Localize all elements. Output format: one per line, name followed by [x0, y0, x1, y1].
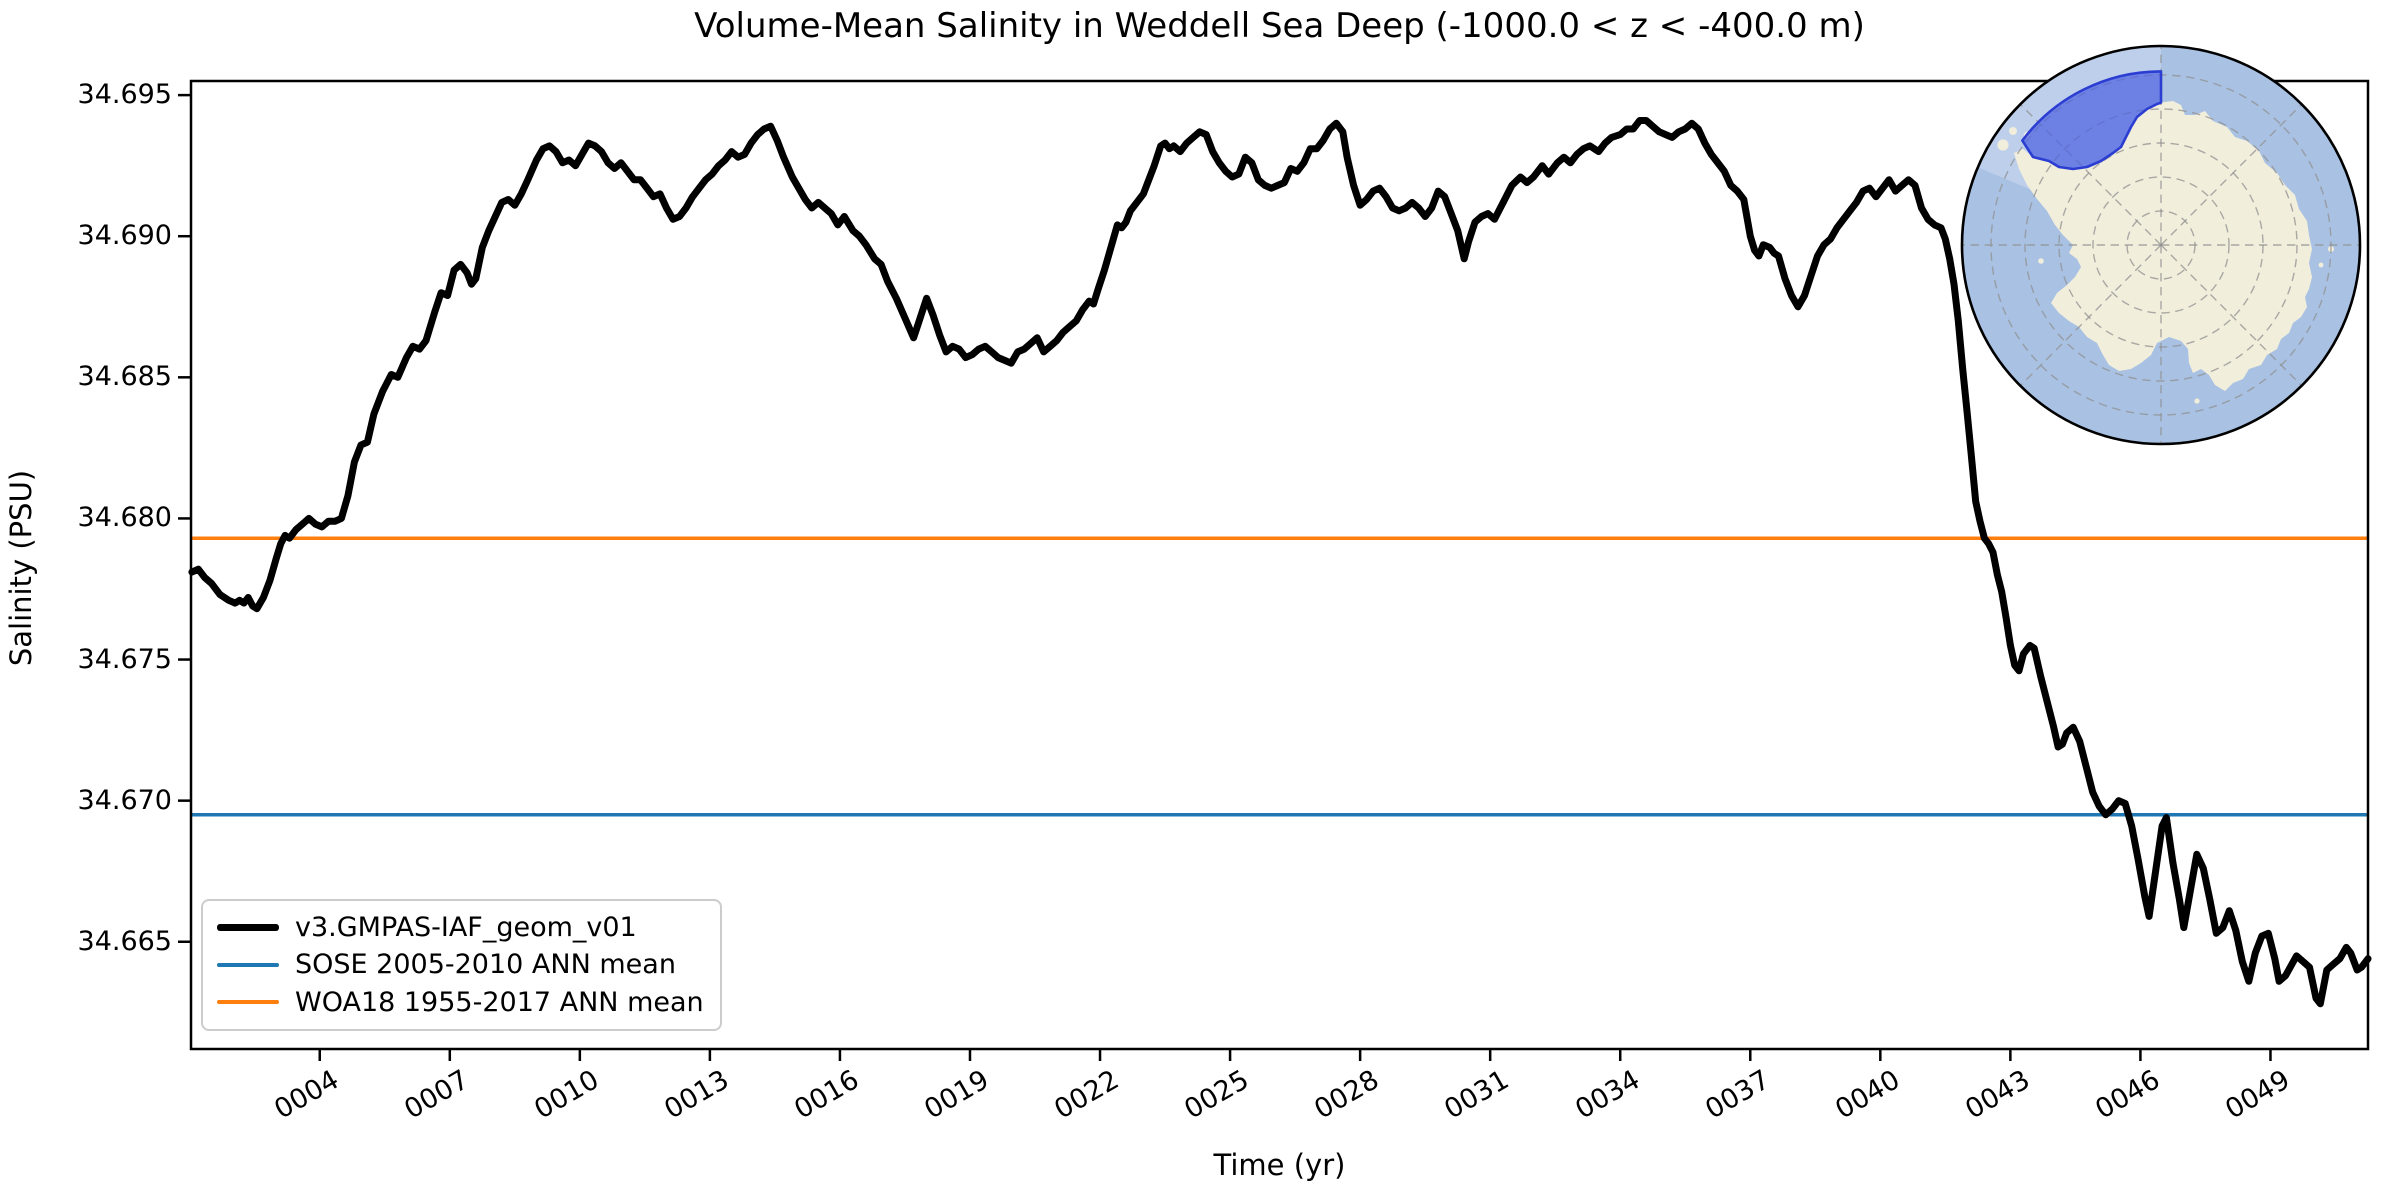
legend-row-woa18: WOA18 1955-2017 ANN mean — [217, 985, 706, 1019]
y-tick-label: 34.670 — [77, 784, 172, 816]
legend-swatch-woa18 — [217, 1000, 279, 1005]
map-contents — [1960, 44, 2362, 446]
y-tick-label: 34.685 — [77, 361, 172, 393]
axes-spines — [189, 79, 2370, 1051]
legend-label-woa18: WOA18 1955-2017 ANN mean — [295, 986, 704, 1018]
y-tick-label: 34.690 — [77, 220, 172, 252]
map-island — [2038, 258, 2044, 264]
series-line — [188, 117, 2372, 1008]
map-longitude-line — [2160, 103, 2303, 246]
map-longitude-line — [2019, 244, 2162, 387]
map-latitude-circle — [2092, 176, 2230, 314]
map-longitude-line — [2019, 103, 2162, 246]
map-highlight-region — [2021, 70, 2163, 171]
map-latitude-circle — [2024, 108, 2298, 382]
map-outline — [1960, 44, 2362, 446]
map-island — [2318, 262, 2324, 268]
y-tick-label: 34.665 — [77, 925, 172, 957]
chart-title: Volume-Mean Salinity in Weddell Sea Deep… — [694, 6, 1865, 46]
legend-swatch-sose — [217, 962, 279, 967]
legend-row-model: v3.GMPAS-IAF_geom_v01 — [217, 911, 706, 945]
y-tick-label: 34.695 — [77, 79, 172, 111]
legend-row-sose: SOSE 2005-2010 ANN mean — [217, 948, 706, 982]
y-tick-label: 34.675 — [77, 643, 172, 675]
x-axis-label: Time (yr) — [1213, 1148, 1346, 1182]
inset-map — [1960, 44, 2362, 446]
map-island — [1997, 139, 2009, 151]
legend-swatch-model — [217, 924, 279, 932]
map-island — [2009, 127, 2017, 135]
legend: v3.GMPAS-IAF_geom_v01 SOSE 2005-2010 ANN… — [201, 899, 722, 1031]
y-tick-label: 34.680 — [77, 502, 172, 534]
legend-label-model: v3.GMPAS-IAF_geom_v01 — [295, 912, 637, 944]
legend-label-sose: SOSE 2005-2010 ANN mean — [295, 949, 676, 981]
map-longitude-line — [2160, 244, 2303, 387]
map-island — [2194, 398, 2200, 404]
